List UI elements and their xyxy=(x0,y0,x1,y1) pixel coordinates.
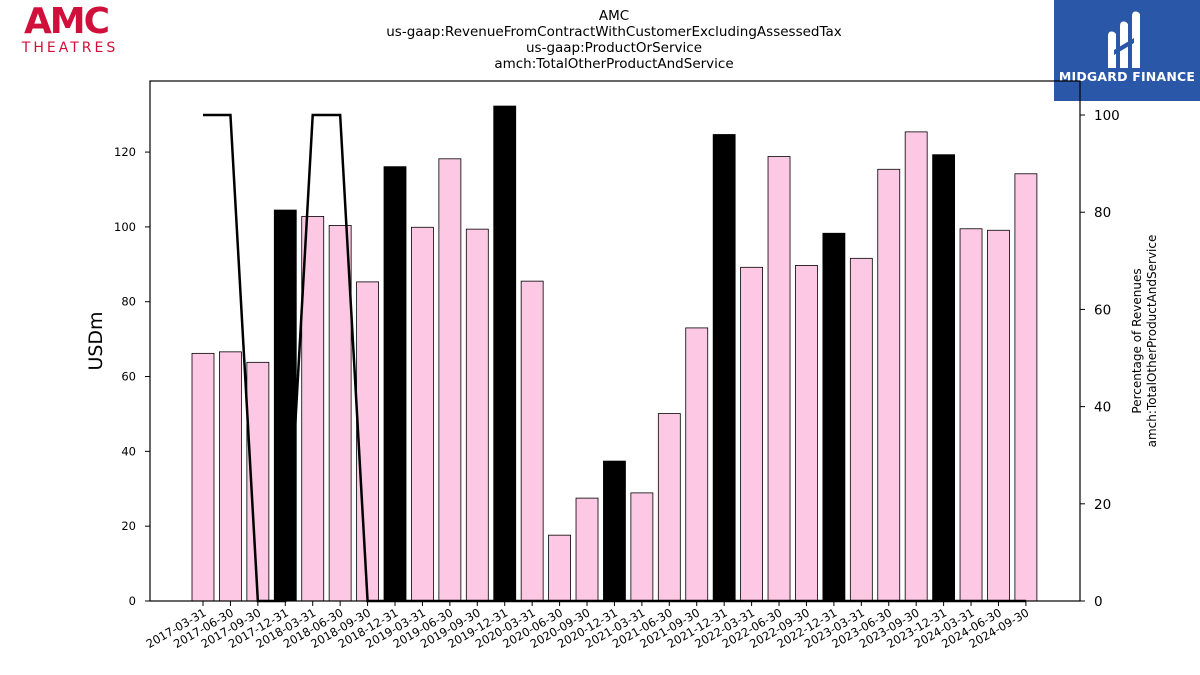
bar-2022-03-31 xyxy=(740,266,763,602)
chart-title: AMCus-gaap:RevenueFromContractWithCustom… xyxy=(386,8,842,72)
bar-2019-03-31 xyxy=(411,226,434,602)
left-tick-label: 80 xyxy=(121,295,136,309)
chart-title-line-1: AMC xyxy=(599,8,629,24)
bar-2021-09-30 xyxy=(685,327,709,602)
midgard-logo-text: MIDGARD FINANCE xyxy=(1058,69,1196,84)
bar-2024-06-30 xyxy=(987,229,1010,602)
chart-title-line-2: us-gaap:RevenueFromContractWithCustomerE… xyxy=(386,24,842,40)
bar-2024-03-31 xyxy=(959,228,983,602)
bar-2018-12-31 xyxy=(383,166,407,602)
bar-2017-12-31 xyxy=(273,209,297,602)
bar-2018-09-30 xyxy=(356,281,379,602)
right-y-axis: 0 20 40 60 80 100 xyxy=(1080,108,1120,610)
bar-2023-09-30 xyxy=(904,131,928,602)
right-axis-label-line-2: amch:TotalOtherProductAndService xyxy=(1145,235,1159,448)
right-tick-label: 0 xyxy=(1094,594,1103,610)
bar-2021-03-31 xyxy=(630,492,654,602)
right-tick-label: 80 xyxy=(1094,205,1111,221)
chart-title-line-3: us-gaap:ProductOrService xyxy=(526,40,702,56)
midgard-mark-icon xyxy=(1108,11,1140,68)
right-tick-label: 40 xyxy=(1094,400,1111,416)
bar-2017-06-30 xyxy=(219,351,242,602)
bar-2022-06-30 xyxy=(767,156,791,602)
bar-2020-09-30 xyxy=(575,497,599,602)
left-tick-label: 120 xyxy=(114,145,136,159)
amc-logo-subtitle: THEATRES xyxy=(21,40,118,56)
bar-series xyxy=(191,105,1038,602)
left-tick-label: 20 xyxy=(121,519,136,533)
bar-2018-06-30 xyxy=(328,224,352,602)
bar-2019-09-30 xyxy=(465,228,489,602)
bar-2023-06-30 xyxy=(877,168,901,602)
bar-2020-06-30 xyxy=(548,534,571,602)
bar-2020-03-31 xyxy=(520,280,544,602)
bar-2024-09-30 xyxy=(1014,173,1038,602)
left-tick-label: 100 xyxy=(114,220,136,234)
right-tick-label: 100 xyxy=(1094,108,1120,124)
right-tick-label: 20 xyxy=(1094,497,1111,513)
amc-theatres-logo: AMC THEATRES xyxy=(21,4,118,56)
bar-2021-06-30 xyxy=(657,413,681,602)
bar-2022-12-31 xyxy=(822,232,846,602)
bar-2020-12-31 xyxy=(603,460,626,602)
right-tick-label: 60 xyxy=(1094,302,1111,318)
left-axis-label: USDm xyxy=(85,311,107,370)
plot-area-frame xyxy=(149,80,1081,602)
bar-2021-12-31 xyxy=(712,134,736,602)
bar-2019-12-31 xyxy=(493,105,517,602)
bar-2022-09-30 xyxy=(795,265,818,602)
bar-2019-06-30 xyxy=(438,158,462,602)
bar-2017-03-31 xyxy=(191,352,215,602)
amc-logo-wordmark: AMC xyxy=(24,4,109,42)
x-axis: 2017-03-312017-06-302017-09-302017-12-31… xyxy=(144,601,1031,651)
left-tick-label: 60 xyxy=(121,370,136,384)
bar-2023-03-31 xyxy=(849,257,873,602)
right-axis-label-line-1: Percentage of Revenues xyxy=(1130,268,1144,413)
bar-2018-03-31 xyxy=(301,216,325,602)
left-tick-label: 40 xyxy=(121,444,136,458)
left-y-axis: 0 20 40 60 80 100 120 xyxy=(114,145,150,608)
midgard-finance-logo: MIDGARD FINANCE xyxy=(1054,0,1200,101)
bar-2023-12-31 xyxy=(932,154,956,602)
left-tick-label: 0 xyxy=(129,594,136,608)
chart-title-line-4: amch:TotalOtherProductAndService xyxy=(494,56,733,72)
